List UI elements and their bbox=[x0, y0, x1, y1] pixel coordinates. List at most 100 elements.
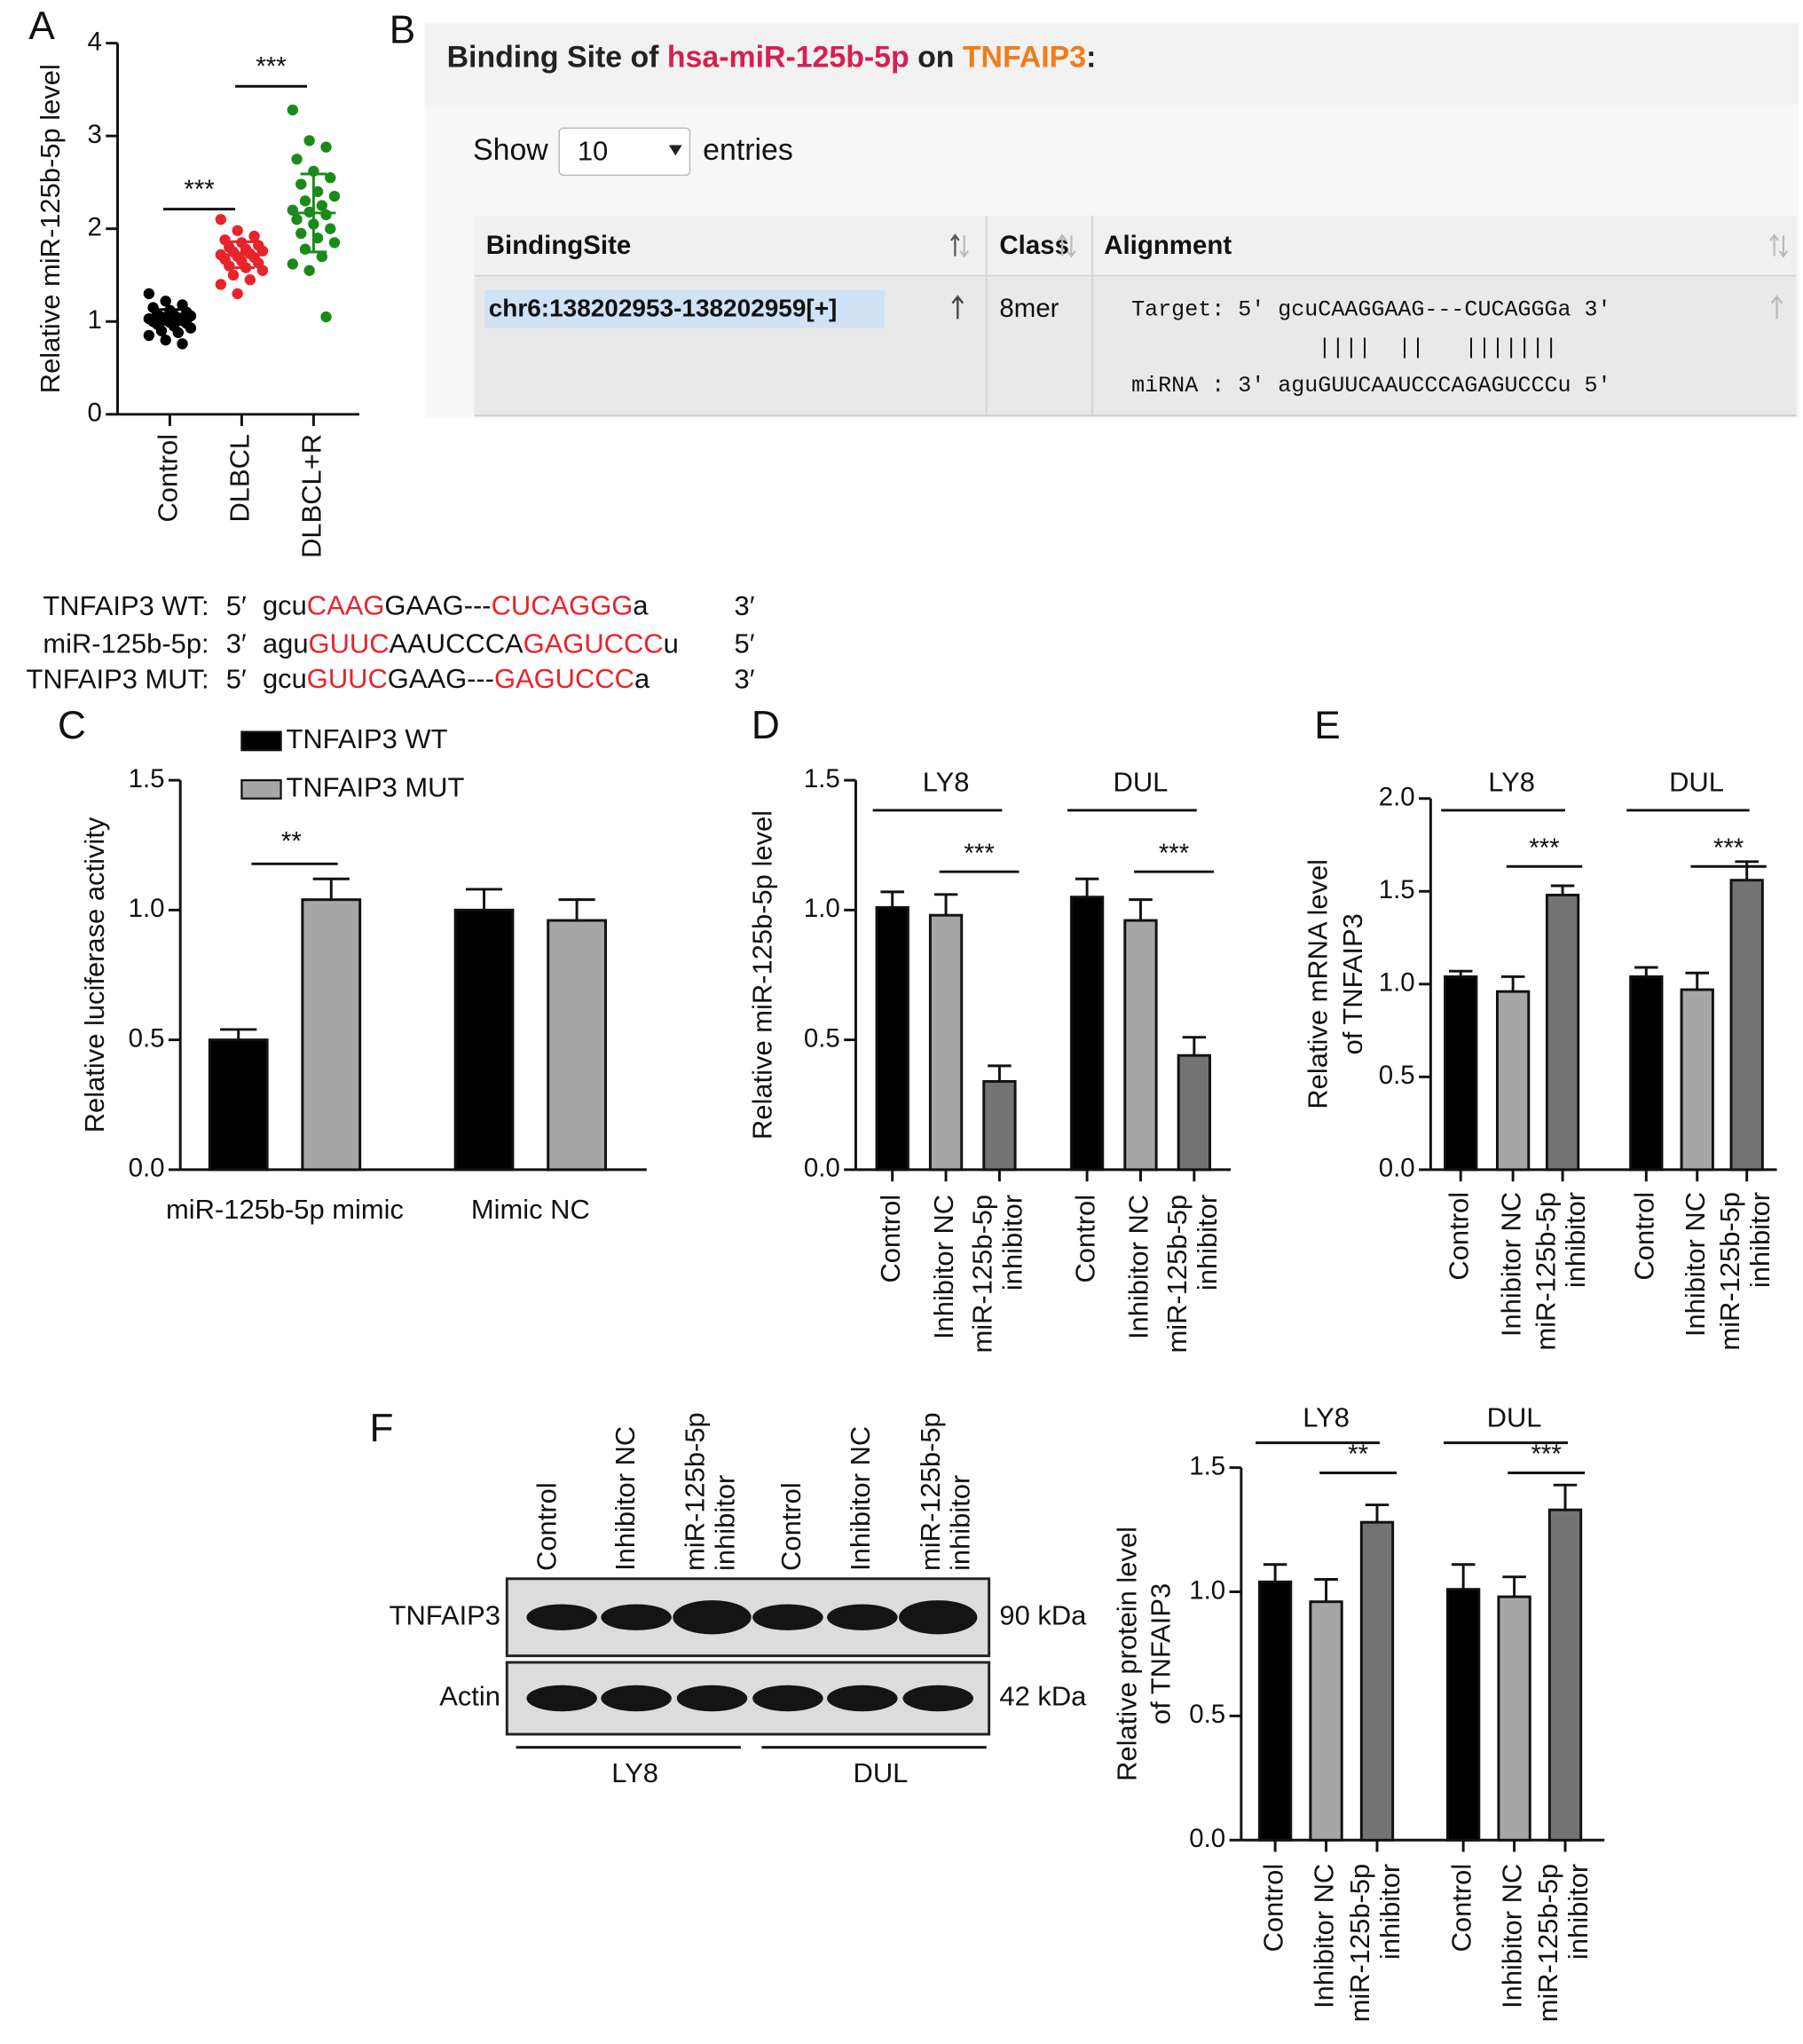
group-label: LY8 bbox=[1488, 767, 1535, 798]
sequence: aguGUUCAAUCCCAGAGUCCCu bbox=[263, 628, 679, 659]
data-point bbox=[215, 279, 227, 290]
x-tick-label: Control bbox=[1628, 1192, 1659, 1281]
sort-icon bbox=[1769, 233, 1779, 256]
bar bbox=[1495, 990, 1531, 1172]
data-point bbox=[316, 200, 327, 211]
table-header bbox=[474, 215, 1797, 276]
bar bbox=[1069, 896, 1105, 1172]
legend-label: TNFAIP3 MUT bbox=[286, 772, 464, 803]
data-point bbox=[328, 190, 341, 202]
bar bbox=[1729, 879, 1764, 1172]
data-point bbox=[287, 104, 299, 116]
significance-label: *** bbox=[184, 175, 214, 204]
x-tick-label: Control bbox=[1069, 1195, 1100, 1283]
x-tick-label: Inhibitor NC bbox=[1680, 1192, 1711, 1337]
class-value: 8mer bbox=[999, 294, 1059, 323]
target-line: Target: 5' gcuCAAGGAAG---CUCAGGGa 3' bbox=[1131, 297, 1610, 323]
page-size-select bbox=[558, 127, 691, 177]
sequence-part: CUCAGGG bbox=[492, 590, 634, 621]
y-axis-title: of TNFAIP3 bbox=[1146, 1583, 1177, 1724]
y-tick-label: 0.5 bbox=[1379, 1061, 1415, 1090]
pairing-line: |||| || ||||||| bbox=[1318, 335, 1557, 360]
group-label: LY8 bbox=[923, 767, 970, 798]
x-tick-label: Inhibitor NC bbox=[1495, 1192, 1526, 1337]
lane-label: miR-125b-5p bbox=[915, 1412, 946, 1571]
sequence-part: gcu bbox=[263, 663, 307, 694]
y-axis-title: Relative mRNA level bbox=[1302, 859, 1333, 1109]
title-part: on bbox=[909, 40, 963, 74]
blot-group-label: LY8 bbox=[611, 1757, 658, 1788]
data-point bbox=[160, 334, 171, 346]
sequence-part: GAGUCCC bbox=[524, 628, 664, 659]
panel-label: A bbox=[28, 4, 55, 48]
y-tick-label: 1.5 bbox=[804, 764, 840, 793]
group-label: LY8 bbox=[1303, 1401, 1350, 1432]
y-tick-label: 2.0 bbox=[1379, 782, 1415, 811]
sequence: gcuGUUCGAAG---GAGUCCCa bbox=[263, 663, 650, 694]
x-tick-label: DLBCL bbox=[224, 434, 256, 523]
blot-size-label: 90 kDa bbox=[999, 1599, 1087, 1630]
x-tick-label: Mimic NC bbox=[471, 1194, 590, 1225]
bar bbox=[208, 1038, 269, 1172]
sequence: gcuCAAGGAAG---CUCAGGGa bbox=[263, 590, 649, 621]
significance-label: *** bbox=[1531, 1440, 1561, 1469]
y-tick-label: 0.5 bbox=[129, 1023, 165, 1053]
significance-label: *** bbox=[1159, 839, 1189, 868]
blot-band bbox=[601, 1604, 672, 1630]
panel-label: F bbox=[369, 1407, 393, 1450]
x-tick-label: Inhibitor NC bbox=[928, 1195, 959, 1339]
sequence-end: 3′ bbox=[735, 590, 755, 621]
column-header: Alignment bbox=[1104, 231, 1232, 260]
blot-band bbox=[601, 1685, 672, 1712]
blot-size-label: 42 kDa bbox=[999, 1681, 1087, 1712]
legend-label: TNFAIP3 WT bbox=[286, 723, 447, 754]
sequence-end: 5′ bbox=[735, 628, 755, 659]
panel-label: D bbox=[752, 704, 780, 747]
x-tick-label: miR-125b-5p bbox=[1532, 1864, 1563, 2023]
sequence-start: 3′ bbox=[226, 628, 247, 659]
bar bbox=[982, 1079, 1017, 1172]
data-point bbox=[185, 322, 197, 334]
x-tick-label: miR-125b-5p bbox=[1714, 1192, 1745, 1351]
bar bbox=[928, 913, 964, 1172]
x-tick-label: inhibitor bbox=[1744, 1192, 1775, 1288]
data-point bbox=[320, 311, 332, 323]
data-point bbox=[295, 227, 307, 240]
bar bbox=[1629, 975, 1664, 1172]
lane-label: inhibitor bbox=[710, 1475, 741, 1571]
y-tick-label: 0.0 bbox=[804, 1154, 840, 1183]
significance-label: *** bbox=[1529, 833, 1559, 863]
y-tick-label: 4 bbox=[87, 27, 101, 56]
blot-band bbox=[676, 1685, 748, 1712]
significance-label: ** bbox=[1348, 1440, 1368, 1469]
data-point bbox=[155, 325, 168, 336]
panel-label: C bbox=[58, 704, 86, 747]
data-point bbox=[256, 264, 269, 276]
y-tick-label: 0.0 bbox=[129, 1154, 165, 1183]
y-axis-title: Relative miR-125b-5p level bbox=[747, 810, 778, 1140]
y-tick-label: 1.0 bbox=[804, 894, 840, 923]
x-tick-label: inhibitor bbox=[1192, 1195, 1223, 1290]
bar bbox=[301, 898, 362, 1172]
x-tick-label: Inhibitor NC bbox=[1123, 1195, 1154, 1339]
data-point bbox=[244, 274, 256, 286]
blot-band bbox=[673, 1600, 752, 1635]
bar bbox=[1359, 1520, 1395, 1842]
dropdown-arrow bbox=[668, 145, 682, 156]
bar bbox=[1257, 1580, 1293, 1842]
bar bbox=[1444, 975, 1478, 1172]
x-tick-label: miR-125b-5p mimic bbox=[166, 1194, 404, 1225]
data-point bbox=[291, 154, 303, 165]
significance-label: *** bbox=[1713, 833, 1744, 863]
sequence-name: TNFAIP3 MUT: bbox=[27, 663, 209, 694]
group-label: DUL bbox=[1487, 1401, 1542, 1432]
data-point bbox=[143, 329, 155, 342]
legend-swatch bbox=[240, 730, 282, 752]
data-point bbox=[328, 237, 341, 249]
row-arrow bbox=[951, 295, 964, 320]
bar bbox=[1497, 1595, 1531, 1842]
title-part: TNFAIP3 bbox=[963, 40, 1086, 74]
sequence-part: a bbox=[634, 663, 650, 694]
title-part: : bbox=[1086, 40, 1096, 74]
x-tick-label: DLBCL+R bbox=[296, 434, 327, 558]
